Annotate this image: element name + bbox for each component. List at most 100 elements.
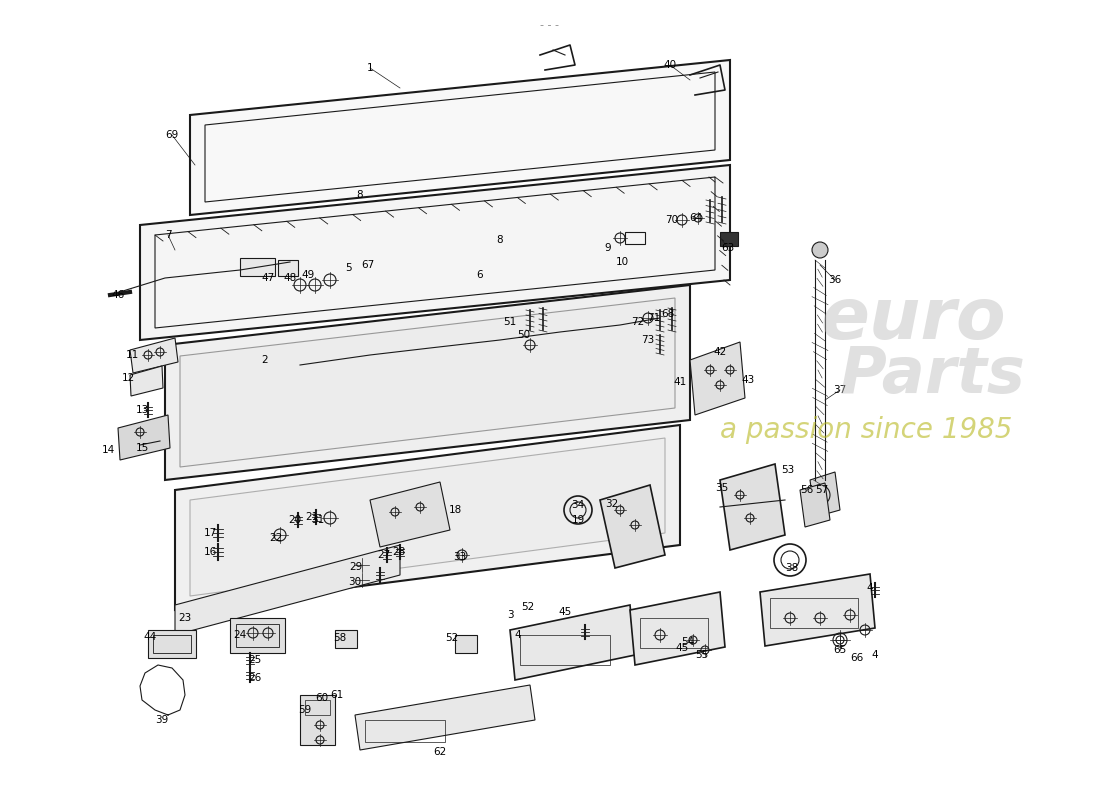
Text: 41: 41 bbox=[673, 377, 686, 387]
Text: 73: 73 bbox=[641, 335, 654, 345]
Text: 30: 30 bbox=[349, 577, 362, 587]
Bar bbox=[455, 635, 477, 653]
Polygon shape bbox=[510, 605, 635, 680]
Text: 70: 70 bbox=[666, 215, 679, 225]
Polygon shape bbox=[800, 483, 830, 527]
Polygon shape bbox=[118, 415, 170, 460]
Text: 38: 38 bbox=[785, 563, 799, 573]
Text: 46: 46 bbox=[111, 290, 124, 300]
Polygon shape bbox=[130, 338, 178, 373]
Bar bbox=[640, 618, 708, 648]
Text: 52: 52 bbox=[446, 633, 459, 643]
Text: 8: 8 bbox=[497, 235, 504, 245]
Text: 40: 40 bbox=[663, 60, 676, 70]
Text: 2: 2 bbox=[262, 355, 268, 365]
Text: 62: 62 bbox=[433, 747, 447, 757]
Text: 56: 56 bbox=[801, 485, 814, 495]
Text: 68: 68 bbox=[661, 309, 674, 319]
Text: 67: 67 bbox=[362, 260, 375, 270]
Text: 11: 11 bbox=[125, 350, 139, 360]
Bar bbox=[720, 232, 738, 246]
Text: 63: 63 bbox=[722, 243, 735, 253]
Bar bbox=[153, 635, 191, 653]
Text: 57: 57 bbox=[815, 485, 828, 495]
Bar bbox=[230, 618, 285, 653]
Polygon shape bbox=[810, 472, 840, 517]
Text: 24: 24 bbox=[233, 630, 246, 640]
Text: 37: 37 bbox=[834, 385, 847, 395]
Text: 4: 4 bbox=[867, 583, 873, 593]
Text: 65: 65 bbox=[834, 645, 847, 655]
Text: 45: 45 bbox=[559, 607, 572, 617]
Text: 35: 35 bbox=[715, 483, 728, 493]
Text: 13: 13 bbox=[135, 405, 149, 415]
Text: 52: 52 bbox=[521, 602, 535, 612]
Text: 47: 47 bbox=[262, 273, 275, 283]
Text: 25: 25 bbox=[249, 655, 262, 665]
Text: 43: 43 bbox=[741, 375, 755, 385]
Text: euro: euro bbox=[820, 286, 1005, 354]
Text: 32: 32 bbox=[605, 499, 618, 509]
Text: 44: 44 bbox=[143, 632, 156, 642]
Text: 53: 53 bbox=[781, 465, 794, 475]
Text: 51: 51 bbox=[504, 317, 517, 327]
Polygon shape bbox=[720, 464, 785, 550]
Text: 7: 7 bbox=[165, 230, 172, 240]
Text: 29: 29 bbox=[350, 562, 363, 572]
Bar bbox=[236, 624, 279, 647]
Text: 31: 31 bbox=[311, 515, 324, 525]
Text: 14: 14 bbox=[101, 445, 114, 455]
Text: 9: 9 bbox=[605, 243, 612, 253]
Text: 28: 28 bbox=[393, 547, 406, 557]
Text: 18: 18 bbox=[449, 505, 462, 515]
Polygon shape bbox=[175, 425, 680, 610]
Text: 4: 4 bbox=[515, 630, 521, 640]
Text: 54: 54 bbox=[681, 637, 694, 647]
Polygon shape bbox=[180, 298, 675, 467]
Text: 50: 50 bbox=[517, 330, 530, 340]
Bar bbox=[520, 635, 610, 665]
Text: 22: 22 bbox=[270, 533, 283, 543]
Text: 61: 61 bbox=[330, 690, 343, 700]
Text: 16: 16 bbox=[204, 547, 217, 557]
Bar bbox=[278, 260, 298, 276]
Text: 3: 3 bbox=[507, 610, 514, 620]
Bar bbox=[625, 232, 645, 244]
Bar bbox=[148, 630, 196, 658]
Text: a passion since 1985: a passion since 1985 bbox=[720, 416, 1012, 444]
Text: 19: 19 bbox=[571, 515, 584, 525]
Bar bbox=[365, 720, 446, 742]
Text: 8: 8 bbox=[356, 190, 363, 200]
Text: 58: 58 bbox=[333, 633, 346, 643]
Text: 12: 12 bbox=[121, 373, 134, 383]
Text: 15: 15 bbox=[135, 443, 149, 453]
Polygon shape bbox=[165, 285, 690, 480]
Text: 5: 5 bbox=[344, 263, 351, 273]
Polygon shape bbox=[130, 366, 163, 396]
Text: 36: 36 bbox=[828, 275, 842, 285]
Text: 71: 71 bbox=[648, 313, 661, 323]
Text: 72: 72 bbox=[631, 317, 645, 327]
Text: 21: 21 bbox=[306, 512, 319, 522]
Polygon shape bbox=[355, 685, 535, 750]
Bar bbox=[336, 630, 358, 648]
Text: 6: 6 bbox=[476, 270, 483, 280]
Text: 26: 26 bbox=[249, 673, 262, 683]
Text: 23: 23 bbox=[178, 613, 191, 623]
Text: - - -: - - - bbox=[540, 20, 560, 30]
Text: 49: 49 bbox=[301, 270, 315, 280]
Polygon shape bbox=[760, 574, 874, 646]
Text: 34: 34 bbox=[571, 500, 584, 510]
Text: 59: 59 bbox=[298, 705, 311, 715]
Polygon shape bbox=[190, 438, 666, 596]
Bar bbox=[240, 258, 275, 276]
Text: 69: 69 bbox=[165, 130, 178, 140]
Polygon shape bbox=[630, 592, 725, 665]
Text: 4: 4 bbox=[871, 650, 878, 660]
Polygon shape bbox=[690, 342, 745, 415]
Text: 64: 64 bbox=[690, 213, 703, 223]
Text: 20: 20 bbox=[288, 515, 301, 525]
Bar bbox=[305, 700, 330, 715]
Text: 1: 1 bbox=[366, 63, 373, 73]
Polygon shape bbox=[175, 545, 400, 635]
